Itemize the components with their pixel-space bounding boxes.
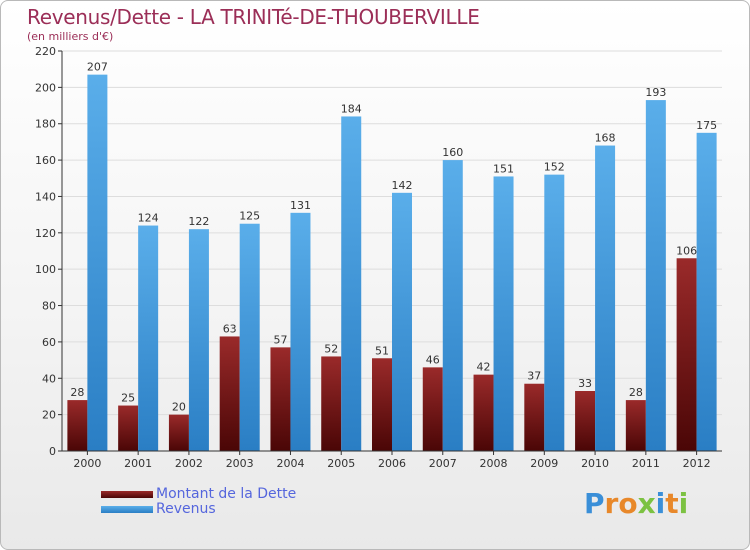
- x-tick-label-2010: 2010: [581, 457, 609, 470]
- value-label-debt-2011: 28: [629, 386, 643, 399]
- bar-revenus-2003: [239, 223, 260, 451]
- bar-debt-2012: [676, 258, 697, 451]
- value-label-debt-2005: 52: [324, 342, 338, 355]
- x-tick-label-2006: 2006: [378, 457, 406, 470]
- x-tick-label-2002: 2002: [175, 457, 203, 470]
- y-tick-label-180: 180: [35, 118, 56, 131]
- x-tick-label-2007: 2007: [429, 457, 457, 470]
- value-label-revenus-2007: 160: [442, 146, 463, 159]
- bar-debt-2005: [321, 356, 342, 451]
- bar-debt-2010: [575, 391, 596, 451]
- value-label-debt-2010: 33: [578, 377, 592, 390]
- value-label-debt-2006: 51: [375, 344, 389, 357]
- value-label-revenus-2010: 168: [595, 132, 616, 145]
- bar-debt-2000: [67, 400, 88, 451]
- bar-revenus-2010: [595, 145, 616, 451]
- logo-letter: t: [665, 487, 679, 520]
- value-label-revenus-2006: 142: [392, 179, 413, 192]
- y-tick-label-220: 220: [35, 45, 56, 58]
- logo-letter: i: [655, 487, 666, 520]
- x-tick-label-2012: 2012: [683, 457, 711, 470]
- value-label-debt-2008: 42: [477, 361, 491, 374]
- bar-revenus-2008: [493, 176, 514, 452]
- bar-revenus-2004: [290, 212, 311, 451]
- value-label-debt-2007: 46: [426, 353, 440, 366]
- value-label-revenus-2000: 207: [87, 61, 108, 74]
- bar-debt-2006: [372, 358, 392, 451]
- legend-swatch-revenus: [101, 506, 153, 513]
- bars: 28 207 25 124 20 122 63 125 57 131 52 184 51 142 46 160…: [67, 61, 717, 452]
- bar-revenus-2007: [442, 160, 463, 451]
- value-label-debt-2002: 20: [172, 401, 186, 414]
- logo-letter: o: [618, 487, 638, 520]
- legend-swatch-debt: [101, 491, 153, 498]
- y-tick-label-120: 120: [35, 227, 56, 240]
- value-label-revenus-2002: 122: [188, 215, 209, 228]
- x-tick-label-2011: 2011: [632, 457, 660, 470]
- y-tick-label-200: 200: [35, 81, 56, 94]
- y-tick-label-0: 0: [49, 445, 56, 458]
- value-label-debt-2012: 106: [676, 244, 697, 257]
- chart-subtitle: (en milliers d'€): [27, 30, 114, 43]
- bar-revenus-2005: [341, 116, 362, 452]
- y-tick-label-140: 140: [35, 190, 56, 203]
- y-tick-label-80: 80: [42, 300, 56, 313]
- value-label-debt-2004: 57: [273, 333, 287, 346]
- x-tick-label-2005: 2005: [327, 457, 355, 470]
- bar-revenus-2011: [645, 100, 666, 451]
- bar-debt-2004: [270, 347, 291, 451]
- value-label-revenus-2001: 124: [138, 212, 159, 225]
- bar-revenus-2012: [696, 132, 717, 451]
- bar-debt-2008: [473, 374, 494, 451]
- value-label-debt-2000: 28: [70, 386, 84, 399]
- bar-debt-2002: [168, 414, 189, 451]
- y-tick-label-40: 40: [42, 372, 56, 385]
- value-label-revenus-2005: 184: [341, 102, 362, 115]
- bar-revenus-2006: [392, 192, 412, 451]
- value-label-debt-2001: 25: [121, 392, 135, 405]
- bar-revenus-2000: [87, 74, 108, 452]
- bar-debt-2011: [625, 400, 646, 451]
- x-tick-label-2009: 2009: [530, 457, 558, 470]
- y-tick-label-160: 160: [35, 154, 56, 167]
- bar-revenus-2009: [544, 174, 565, 452]
- value-label-revenus-2003: 125: [239, 210, 260, 223]
- x-tick-label-2001: 2001: [124, 457, 152, 470]
- value-label-debt-2003: 63: [223, 322, 237, 335]
- x-tick-label-2003: 2003: [226, 457, 254, 470]
- x-tick-label-2004: 2004: [276, 457, 304, 470]
- logo-letter: r: [604, 487, 619, 520]
- y-tick-label-100: 100: [35, 263, 56, 276]
- logo-letter: P: [584, 487, 605, 520]
- legend-label-revenus: Revenus: [156, 501, 216, 517]
- value-label-revenus-2009: 152: [544, 161, 565, 174]
- value-label-revenus-2011: 193: [645, 86, 666, 99]
- bar-debt-2007: [422, 367, 443, 451]
- chart-title: Revenus/Dette - LA TRINITé-DE-THOUBERVIL…: [27, 5, 480, 29]
- bar-revenus-2001: [138, 225, 159, 451]
- value-label-revenus-2012: 175: [696, 119, 717, 132]
- logo-letter: i: [678, 487, 689, 520]
- bar-debt-2003: [219, 336, 240, 451]
- bar-revenus-2002: [188, 229, 209, 451]
- y-tick-label-60: 60: [42, 336, 56, 349]
- logo-letter: x: [637, 487, 656, 520]
- bar-debt-2001: [118, 405, 139, 451]
- value-label-revenus-2004: 131: [290, 199, 311, 212]
- proxiti-logo: Proxiti: [584, 487, 688, 520]
- bar-debt-2009: [524, 383, 545, 451]
- value-label-debt-2009: 37: [527, 370, 541, 383]
- x-tick-label-2008: 2008: [480, 457, 508, 470]
- legend-label-debt: Montant de la Dette: [156, 486, 297, 502]
- value-label-revenus-2008: 151: [493, 162, 514, 175]
- x-tick-label-2000: 2000: [73, 457, 101, 470]
- y-tick-label-20: 20: [42, 409, 56, 422]
